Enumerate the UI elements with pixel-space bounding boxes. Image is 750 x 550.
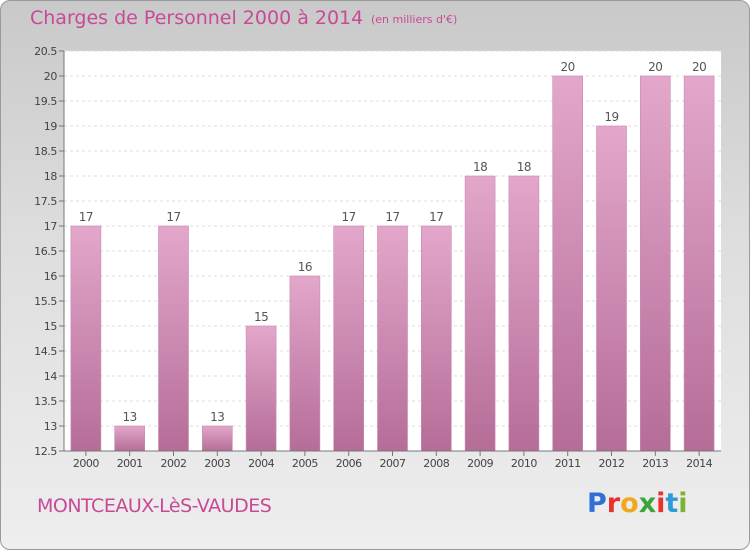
data-label: 13 — [123, 410, 137, 424]
x-tick-label: 2003 — [204, 457, 230, 470]
y-tick-label: 14.5 — [34, 345, 57, 358]
logo-letter: t — [665, 488, 679, 519]
data-label: 17 — [342, 210, 356, 224]
y-tick-label: 16 — [44, 270, 58, 283]
chart-title: Charges de Personnel 2000 à 2014 — [30, 7, 364, 29]
x-tick-label: 2010 — [511, 457, 537, 470]
y-tick-label: 13 — [44, 420, 58, 433]
logo-letter: o — [620, 488, 639, 519]
bar-2006 — [333, 225, 365, 452]
x-tick-label: 2013 — [642, 457, 668, 470]
data-label: 20 — [648, 60, 662, 74]
data-label: 17 — [79, 210, 93, 224]
data-label: 20 — [561, 60, 575, 74]
data-label: 16 — [298, 260, 312, 274]
y-tick-label: 18.5 — [34, 145, 57, 158]
bar-2008 — [420, 225, 452, 452]
data-label: 17 — [429, 210, 443, 224]
data-label: 18 — [517, 160, 531, 174]
x-tick-label: 2011 — [555, 457, 581, 470]
x-tick-label: 2001 — [117, 457, 143, 470]
bar-2001 — [114, 425, 145, 452]
y-tick-label: 15.5 — [34, 295, 57, 308]
data-label: 20 — [692, 60, 706, 74]
y-tick-label: 19 — [44, 120, 58, 133]
x-tick-label: 2009 — [467, 457, 493, 470]
bar-2000 — [70, 225, 102, 452]
x-axis: 2000 2001 2002 2003 2004 2005 2006 2007 2008 2009… — [64, 450, 721, 470]
x-tick-label: 2006 — [336, 457, 362, 470]
y-tick-label: 17.5 — [34, 195, 57, 208]
chart-subtitle: (en milliers d'€) — [371, 13, 458, 26]
data-label: 17 — [385, 210, 399, 224]
x-tick-label: 2002 — [161, 457, 187, 470]
bar-2010 — [508, 175, 540, 452]
logo-letter: i — [678, 488, 688, 519]
bars: 17 13 17 13 15 16 17 17 17 18 18 20 19 20 20 — [70, 60, 715, 452]
x-tick-label: 2004 — [248, 457, 274, 470]
y-tick-label: 14 — [44, 370, 58, 383]
bar-2002 — [158, 225, 189, 452]
y-tick-label: 20.5 — [34, 45, 57, 58]
bar-2014 — [683, 75, 715, 452]
bar-2003 — [202, 425, 233, 452]
y-tick-label: 17 — [44, 220, 58, 233]
data-label: 15 — [254, 310, 268, 324]
y-tick-label: 13.5 — [34, 395, 57, 408]
y-tick-label: 20 — [44, 70, 58, 83]
place-name: MONTCEAUX-LèS-VAUDES — [37, 495, 272, 517]
data-label: 13 — [210, 410, 224, 424]
bar-2011 — [552, 75, 584, 452]
y-tick-label: 15 — [44, 320, 58, 333]
logo-letter: P — [587, 488, 607, 519]
logo-letter: x — [638, 488, 657, 519]
y-tick-label: 19.5 — [34, 95, 57, 108]
proxiti-logo: Proxiti — [587, 488, 688, 519]
y-tick-label: 12.5 — [34, 445, 57, 458]
bar-2007 — [377, 225, 408, 452]
x-tick-label: 2012 — [599, 457, 625, 470]
bar-2012 — [596, 125, 627, 452]
data-label: 17 — [166, 210, 180, 224]
bar-2009 — [464, 175, 496, 452]
x-tick-label: 2007 — [380, 457, 406, 470]
x-tick-label: 2000 — [73, 457, 99, 470]
bar-2004 — [245, 325, 277, 452]
x-tick-label: 2014 — [686, 457, 712, 470]
y-tick-label: 16.5 — [34, 245, 57, 258]
logo-letter: r — [606, 488, 621, 519]
data-label: 18 — [473, 160, 487, 174]
bar-2005 — [289, 275, 321, 452]
y-tick-label: 18 — [44, 170, 58, 183]
bar-2013 — [639, 75, 671, 452]
x-tick-label: 2008 — [423, 457, 449, 470]
logo-letter: i — [656, 488, 666, 519]
x-tick-label: 2005 — [292, 457, 318, 470]
y-axis: 12.5 13 13.5 14 14.5 15 15.5 16 16.5 17 17.5 18 18.5… — [34, 45, 65, 458]
data-label: 19 — [604, 110, 618, 124]
